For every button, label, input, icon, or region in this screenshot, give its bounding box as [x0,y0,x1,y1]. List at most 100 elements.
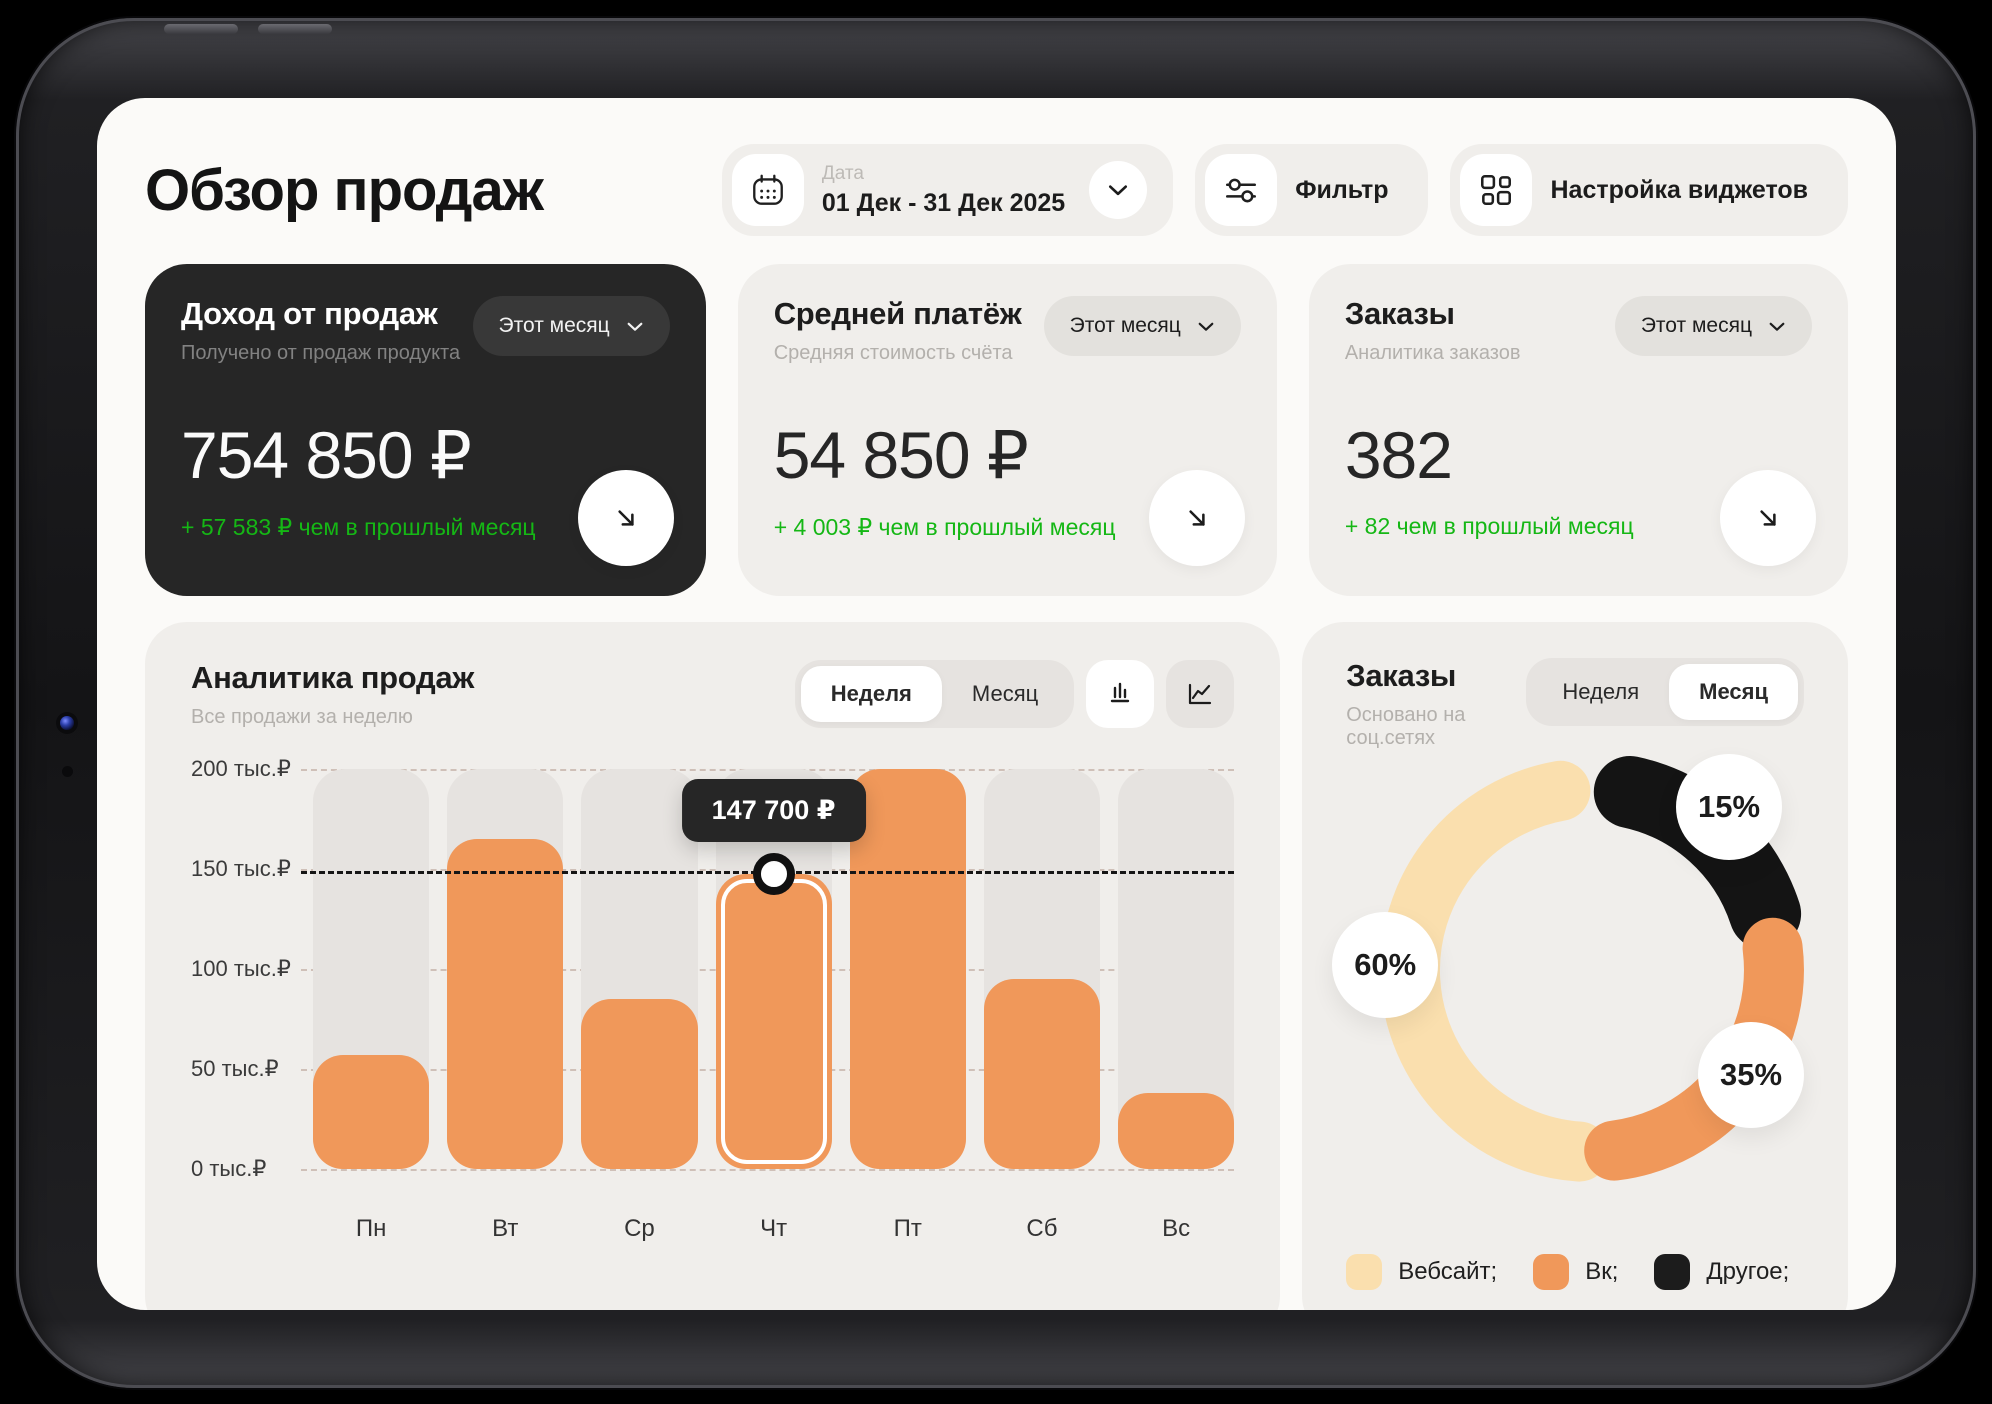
toggle-week[interactable]: Неделя [800,666,942,722]
date-range-text: Дата 01 Дек - 31 Дек 2025 [822,163,1065,218]
chevron-down-icon [1198,322,1214,331]
x-tick-label: Сб [1026,1215,1058,1242]
arrow-down-right-icon [618,510,634,526]
details-arrow-button[interactable] [1719,470,1816,566]
stat-value: 382 [1344,418,1453,492]
y-tick-label: 0 тыс.₽ [191,1156,267,1181]
tablet-bezel: Обзор продаж [16,18,1976,1388]
date-chevron-button[interactable] [1089,161,1148,219]
bar-Вс[interactable] [1118,1093,1235,1169]
bars-area: 147 700 ₽ [301,769,1235,1171]
legend-label: Другое; [1706,1258,1790,1285]
stat-title: Доход от продаж [181,296,438,331]
period-dropdown[interactable]: Этот месяц [472,296,670,356]
bar-Пн[interactable] [313,1055,430,1169]
x-axis: Пн Вт Ср Чт Пт Сб Вс [313,1215,1234,1243]
dashboard-screen: Обзор продаж [97,98,1896,1310]
stat-subtitle: Аналитика заказов [1344,342,1521,364]
toggle-week[interactable]: Неделя [1532,664,1669,720]
chart-title: Заказы [1346,658,1457,693]
stats-row: Доход от продаж Получено от продаж проду… [145,264,1848,596]
x-tick-label: Вс [1162,1215,1191,1242]
y-tick-label: 150 тыс.₽ [191,856,291,881]
bar-chart-view-button[interactable] [1086,660,1155,728]
line-chart-view-button[interactable] [1166,660,1235,728]
badge-vk-pct: 35% [1698,1022,1804,1128]
stat-delta: + 57 583 ₽ чем в прошлый месяц [181,514,536,540]
details-arrow-button[interactable] [1148,470,1245,566]
legend-swatch [1533,1254,1570,1290]
toggle-month[interactable]: Месяц [942,666,1068,722]
legend-swatch [1346,1254,1383,1290]
legend-label: Вебсайт; [1398,1258,1498,1285]
date-range-picker[interactable]: Дата 01 Дек - 31 Дек 2025 [721,144,1174,236]
donut-legend: Вебсайт; Вк; Другое; [1346,1254,1804,1290]
legend-swatch [1654,1254,1691,1290]
average-payment-card: Средней платёж Средняя стоимость счёта Э… [737,264,1277,596]
period-toggle: Неделя Месяц [1526,658,1804,726]
orders-donut-card: Заказы Основано на соц.сетях Неделя Меся… [1302,622,1848,1310]
y-tick-label: 200 тыс.₽ [191,756,291,781]
volume-up-button[interactable] [164,24,238,34]
period-dropdown[interactable]: Этот месяц [1614,296,1812,356]
period-toggle: Неделя Месяц [794,660,1075,728]
bar-chart-plot: 200 тыс.₽ 150 тыс.₽ 100 тыс.₽ 50 тыс.₽ 0 тыс… [191,756,1235,1181]
y-tick-label: 50 тыс.₽ [191,1056,279,1081]
x-tick-label: Чт [760,1215,788,1242]
gridline [301,1169,1235,1171]
sales-analytics-card: Аналитика продаж Все продажи за неделю Н… [145,622,1281,1310]
period-value: Этот месяц [1069,314,1181,337]
bar-track-Вс[interactable] [1118,769,1235,1169]
bar-Пт[interactable] [849,769,966,1169]
bar-track-Вт[interactable] [447,769,564,1169]
orders-card: Заказы Аналитика заказов Этот месяц 382 … [1308,264,1848,596]
highlight-dot[interactable] [752,852,795,895]
x-tick-label: Пт [893,1215,922,1242]
filter-sliders-icon [1205,154,1278,226]
widgets-label: Настройка виджетов [1550,175,1808,204]
stat-value: 754 850 ₽ [181,418,472,492]
legend-item-1: Вк; [1533,1254,1618,1290]
legend-label: Вк; [1585,1258,1619,1285]
bar-Вт[interactable] [447,839,564,1169]
bar-track-Пн[interactable] [313,769,430,1169]
calendar-icon [731,154,804,226]
legend-item-2: Другое; [1654,1254,1789,1290]
donut-chart: 15% 60% 35% [1332,754,1805,1228]
stat-subtitle: Средняя стоимость счёта [773,342,1013,364]
sensor-dot [62,766,73,777]
stat-delta: + 82 чем в прошлый месяц [1344,513,1634,539]
date-value: 01 Дек - 31 Дек 2025 [821,188,1066,217]
toggle-month[interactable]: Месяц [1669,664,1798,720]
bar-tooltip: 147 700 ₽ [681,778,866,842]
stat-value: 54 850 ₽ [773,418,1029,492]
details-arrow-button[interactable] [577,470,674,566]
bar-Чт[interactable] [715,873,832,1169]
x-tick-label: Ср [624,1215,655,1242]
period-dropdown[interactable]: Этот месяц [1043,296,1241,356]
page-title: Обзор продаж [145,157,544,223]
bar-Сб[interactable] [983,979,1101,1169]
chart-subtitle: Все продажи за неделю [191,706,413,728]
filter-button[interactable]: Фильтр [1195,144,1429,236]
bar-track-Пт[interactable] [849,769,966,1169]
chevron-down-icon [1769,322,1785,331]
volume-down-button[interactable] [258,24,332,34]
bar-chart-icon [1111,682,1130,703]
period-value: Этот месяц [498,314,610,337]
front-camera [60,716,74,730]
chart-subtitle: Основано на соц.сетях [1346,704,1466,749]
arrow-down-right-icon [1760,510,1776,526]
widgets-grid-icon [1460,154,1533,226]
line-chart-icon [1189,683,1212,705]
badge-website-pct: 60% [1332,912,1439,1018]
chevron-down-icon [627,322,643,331]
chart-title: Аналитика продаж [191,660,474,695]
header: Обзор продаж [145,138,1848,242]
bar-track-Ср[interactable] [581,769,698,1169]
bar-Ср[interactable] [581,999,698,1169]
stat-title: Заказы [1344,296,1455,331]
y-axis: 200 тыс.₽ 150 тыс.₽ 100 тыс.₽ 50 тыс.₽ 0 тыс… [191,756,313,1181]
widgets-settings-button[interactable]: Настройка виджетов [1450,144,1848,236]
bar-track-Сб[interactable] [983,769,1101,1169]
